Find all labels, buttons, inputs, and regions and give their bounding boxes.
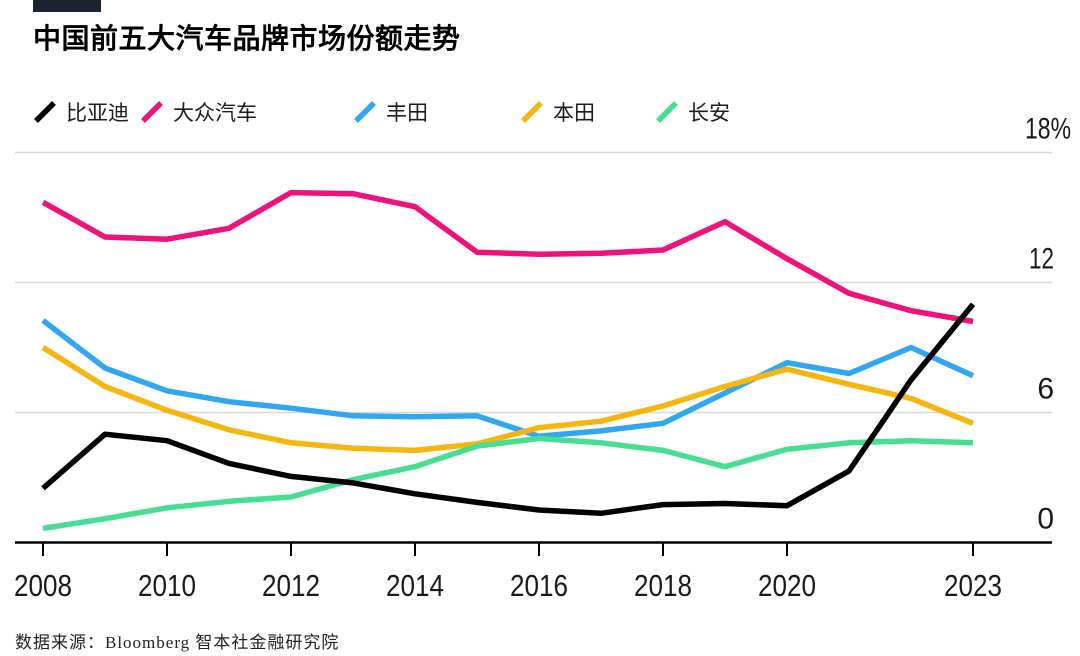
series-line-toyota — [41, 318, 975, 440]
x-axis-label: 2008 — [14, 568, 72, 603]
x-axis-label: 2023 — [944, 568, 1002, 603]
legend-item-volkswagen: 大众汽车 — [140, 98, 257, 126]
legend-item-label: 大众汽车 — [173, 102, 257, 125]
legend-item-honda: 本田 — [520, 98, 595, 126]
series-line-changan — [42, 435, 974, 532]
legend-item-label: 丰田 — [386, 102, 428, 125]
source-note: 数据来源：Bloomberg 智本社金融研究院 — [15, 633, 340, 652]
y-axis-label: 18% — [1025, 113, 1071, 146]
series-line-honda — [41, 345, 975, 454]
chart-title: 中国前五大汽车品牌市场份额走势 — [33, 23, 461, 54]
legend-marker-icon — [656, 101, 678, 123]
legend-item-label: 比亚迪 — [66, 102, 129, 125]
legend-item-label: 本田 — [553, 102, 595, 125]
y-axis-label: 12 — [1029, 243, 1054, 276]
legend-item-changan: 长安 — [655, 98, 730, 126]
brand-badge — [33, 0, 101, 12]
x-axis-label: 2020 — [758, 568, 816, 603]
legend-marker-icon — [141, 101, 163, 123]
x-axis-label: 2010 — [138, 568, 196, 603]
x-axis-label: 2014 — [386, 568, 444, 603]
series-line-volkswagen — [41, 189, 974, 325]
legend-marker-icon — [354, 101, 376, 123]
series-line-byd — [41, 302, 976, 517]
legend: 比亚迪 大众汽车 丰田 本田 长安 — [0, 98, 1080, 126]
legend-item-label: 长安 — [688, 102, 730, 125]
y-axis-label: 0 — [1037, 503, 1054, 536]
x-axis-label: 2016 — [510, 568, 568, 603]
legend-item-toyota: 丰田 — [353, 98, 428, 126]
legend-marker-icon — [34, 101, 56, 123]
legend-item-byd: 比亚迪 — [33, 98, 129, 126]
legend-marker-icon — [521, 101, 543, 123]
x-axis-label: 2012 — [262, 568, 320, 603]
x-axis-label: 2018 — [634, 568, 692, 603]
y-axis-label: 6 — [1037, 373, 1054, 406]
